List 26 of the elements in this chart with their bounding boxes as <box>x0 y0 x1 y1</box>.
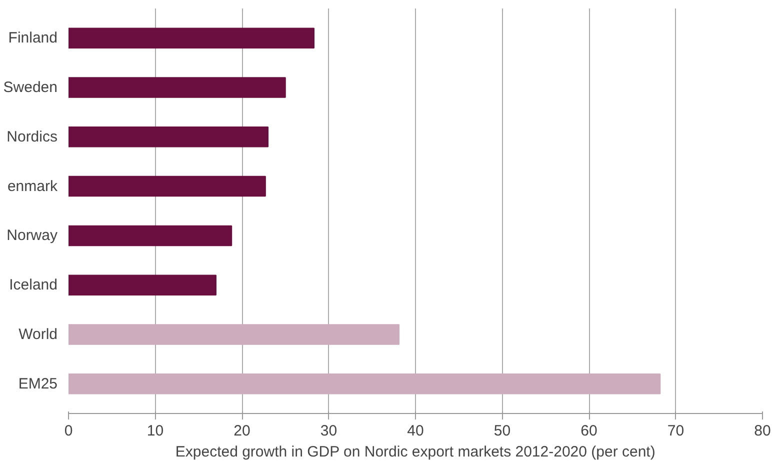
y-tick-label: Norway <box>6 227 58 244</box>
x-tick-label: 60 <box>580 422 598 440</box>
bar <box>68 274 216 296</box>
x-tick-label: 70 <box>667 422 684 440</box>
bar <box>68 373 661 394</box>
y-tick-label: enmark <box>7 178 58 195</box>
bar <box>68 324 400 345</box>
x-axis-title: Expected growth in GDP on Nordic export markets 2012-2020 (per cent) <box>175 444 656 460</box>
y-tick-label: Sweden <box>3 79 58 96</box>
x-tick-label: 0 <box>64 422 73 440</box>
bar <box>68 28 315 49</box>
y-tick-label: Finland <box>8 30 58 47</box>
bar <box>68 77 286 98</box>
x-tick-label: 10 <box>146 422 164 440</box>
y-tick-label: EM25 <box>18 375 58 392</box>
x-tick-label: 50 <box>494 422 511 440</box>
x-tick-label: 20 <box>234 422 250 440</box>
y-tick-label: Nordics <box>6 128 58 146</box>
bar <box>68 126 269 148</box>
y-tick-label: Iceland <box>9 276 58 294</box>
y-tick-label: World <box>18 326 58 343</box>
bar <box>68 176 266 197</box>
x-tick-label: 30 <box>320 422 338 440</box>
x-tick-label: 40 <box>407 422 424 440</box>
x-tick-label: 80 <box>754 422 771 440</box>
bar <box>68 225 232 246</box>
